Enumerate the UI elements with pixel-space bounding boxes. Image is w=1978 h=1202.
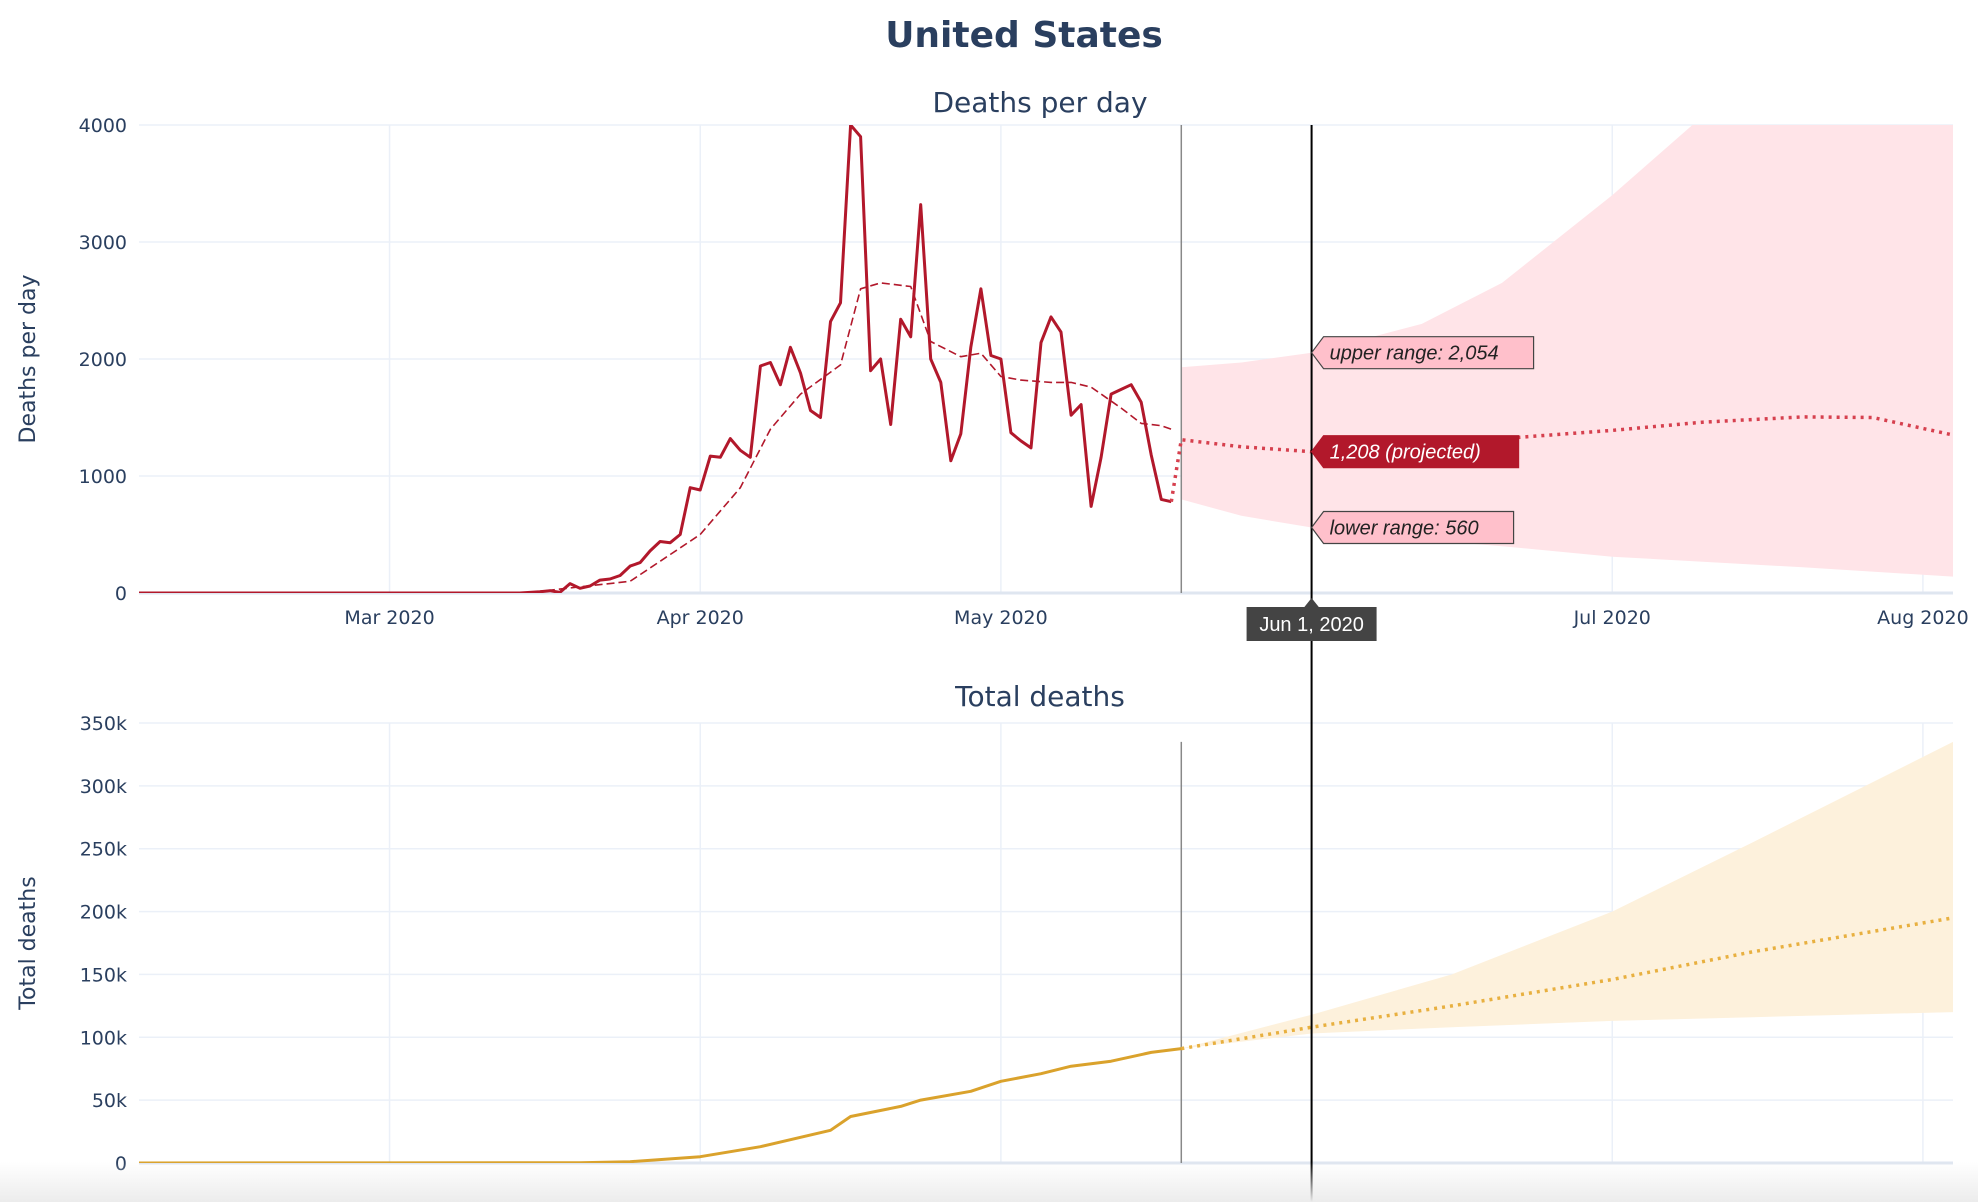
- y-tick-label: 50k: [92, 1090, 127, 1112]
- hover-box-upper: [1310, 336, 1535, 370]
- average-line[interactable]: [139, 282, 1172, 593]
- y-tick-label: 100k: [80, 1027, 127, 1049]
- subplot-title-deaths-per-day: Deaths per day: [932, 86, 1147, 119]
- x-tick-label: Jul 2020: [1573, 607, 1651, 629]
- y-tick-label: 300k: [80, 776, 127, 798]
- uncertainty-band: [1181, 125, 1953, 577]
- hover-label-projected: 1,208 (projected): [1330, 442, 1481, 464]
- hover-date-pointer: [1303, 598, 1320, 608]
- y-axis-label-total-deaths: Total deaths: [16, 876, 41, 1010]
- bottom-fade: [0, 1162, 1978, 1202]
- y-tick-label: 0: [115, 583, 127, 605]
- hover-date-label: Jun 1, 2020: [1259, 614, 1364, 636]
- hover-label-upper: upper range: 2,054: [1330, 343, 1499, 365]
- x-tick-label: Aug 2020: [1877, 607, 1969, 629]
- y-tick-label: 4000: [79, 115, 127, 137]
- y-tick-label: 250k: [80, 839, 127, 861]
- y-tick-label: 200k: [80, 902, 127, 924]
- x-tick-label: May 2020: [954, 607, 1048, 629]
- uncertainty-band: [1181, 741, 1953, 1049]
- figure-title: United States: [885, 15, 1163, 56]
- y-tick-label: 350k: [80, 713, 127, 735]
- y-tick-label: 2000: [79, 349, 127, 371]
- hover-date-box: [1246, 607, 1377, 641]
- subplot-title-total-deaths: Total deaths: [954, 680, 1125, 713]
- plot-deaths-per-day[interactable]: 0 1000 2000 3000 4000 Mar 2020 Apr 2020 May 202…: [79, 115, 1969, 629]
- hover-layer: Jun 1, 2020 upper range: 2,054 1,208 (proj…: [1246, 125, 1535, 1202]
- observed-line[interactable]: [139, 1047, 1182, 1163]
- x-tick-label: Mar 2020: [344, 607, 434, 629]
- hover-box-projected: [1310, 435, 1520, 469]
- y-axis-label-deaths-per-day: Deaths per day: [16, 275, 41, 444]
- y-tick-label: 1000: [79, 466, 127, 488]
- x-tick-label: Apr 2020: [657, 607, 744, 629]
- hover-box-lower: [1310, 510, 1515, 545]
- y-tick-label: 150k: [80, 964, 127, 986]
- hover-label-lower: lower range: 560: [1330, 517, 1479, 539]
- observed-line[interactable]: [139, 125, 1172, 593]
- y-tick-label: 3000: [79, 232, 127, 254]
